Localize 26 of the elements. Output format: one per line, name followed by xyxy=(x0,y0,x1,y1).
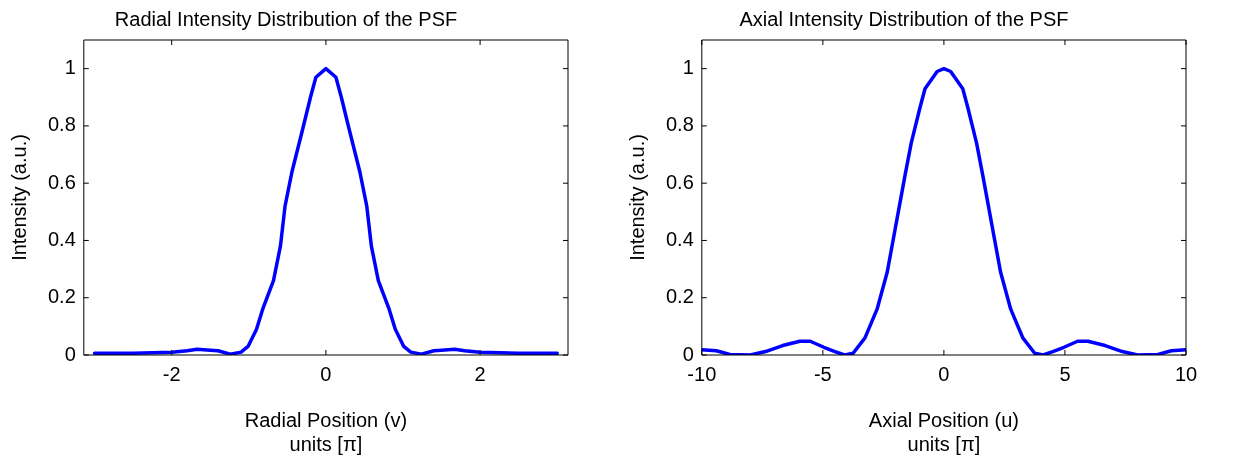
y-tick-label: 1 xyxy=(682,56,694,79)
y-tick-label: 1 xyxy=(64,56,76,79)
y-axis-title: Intensity (a.u.) xyxy=(625,134,648,261)
x-tick-label: 5 xyxy=(1059,362,1071,385)
x-tick-label: 0 xyxy=(320,362,332,385)
x-tick-label: 10 xyxy=(1174,362,1198,385)
x-axis-title: Axial Position (u) units [π] xyxy=(868,408,1019,455)
y-tick-label: 0.4 xyxy=(47,227,76,250)
y-tick-label: 0.8 xyxy=(665,113,694,136)
chart-title: Axial Intensity Distribution of the PSF xyxy=(739,7,1069,30)
chart-title: Radial Intensity Distribution of the PSF xyxy=(114,7,458,30)
y-tick-label: 0.6 xyxy=(665,170,694,193)
y-tick-label: 0.6 xyxy=(47,170,76,193)
x-tick-label: -2 xyxy=(162,362,181,385)
y-tick-label: 0 xyxy=(682,342,694,365)
y-tick-label: 0 xyxy=(64,342,76,365)
y-tick-label: 0.8 xyxy=(47,113,76,136)
x-axis-title: Radial Position (v) units [π] xyxy=(244,408,408,455)
y-axis-title: Intensity (a.u.) xyxy=(7,134,30,261)
x-tick-label: -10 xyxy=(687,362,717,385)
y-tick-label: 0.4 xyxy=(665,227,694,250)
y-tick-label: 0.2 xyxy=(47,285,76,308)
x-tick-label: 2 xyxy=(474,362,486,385)
x-tick-label: 0 xyxy=(938,362,950,385)
y-tick-label: 0.2 xyxy=(665,285,694,308)
x-tick-label: -5 xyxy=(813,362,832,385)
